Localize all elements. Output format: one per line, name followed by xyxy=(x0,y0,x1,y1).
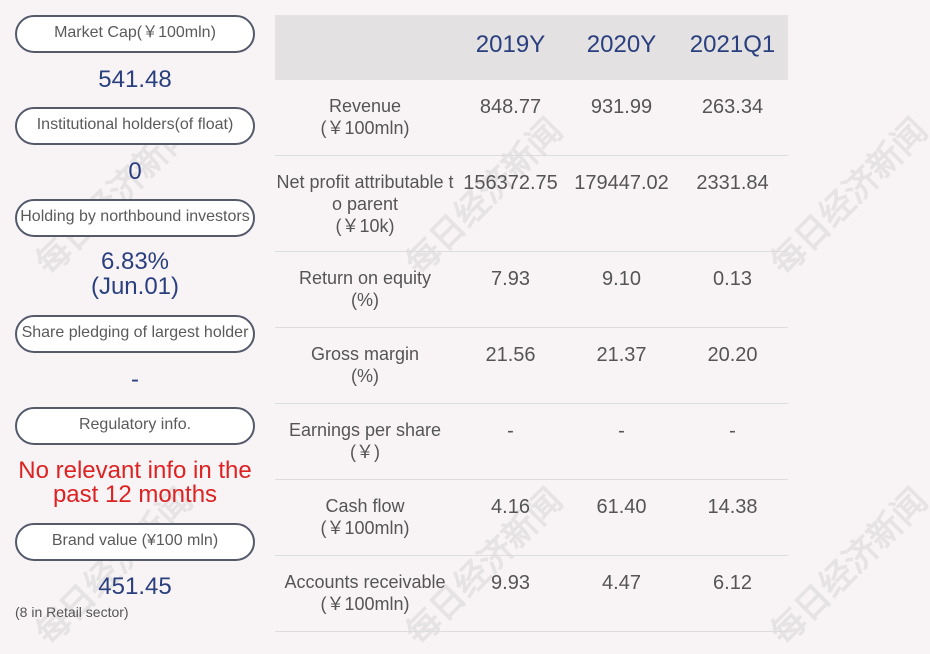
table-cell: 931.99 xyxy=(590,96,653,118)
table-cell: 263.34 xyxy=(701,96,764,118)
table-row-gross-margin: Gross margin (%) 21.56 21.37 20.20 xyxy=(275,328,788,404)
table-cell: 20.20 xyxy=(707,344,758,366)
table-row-cash-flow: Cash flow (￥100mln) 4.16 61.40 14.38 xyxy=(275,480,788,556)
table-cell: 4.47 xyxy=(602,572,641,594)
row-label: Accounts receivable (￥100mln) xyxy=(284,572,446,614)
share-pledging-value: - xyxy=(131,366,139,393)
financials-table: 2019Y 2020Y 2021Q1 Revenue (￥100mln) 848… xyxy=(275,15,788,632)
table-cell: - xyxy=(507,420,514,442)
table-cell: 2331.84 xyxy=(696,172,769,194)
share-pledging-label: Share pledging of largest holder xyxy=(15,315,255,353)
table-cell: 0.13 xyxy=(713,268,752,290)
table-row-roe: Return on equity (%) 7.93 9.10 0.13 xyxy=(275,252,788,328)
table-cell: 6.12 xyxy=(713,572,752,594)
table-cell: 21.56 xyxy=(485,344,536,366)
brand-sector-rank: (8 in Retail sector) xyxy=(15,604,129,620)
northbound-holding-block: 6.83% (Jun.01) xyxy=(15,237,255,315)
table-cell: 61.40 xyxy=(596,496,647,518)
table-header: 2019Y 2020Y 2021Q1 xyxy=(275,15,788,80)
row-label: Cash flow (￥100mln) xyxy=(320,496,410,538)
market-cap-value: 541.48 xyxy=(98,66,172,93)
table-cell: 7.93 xyxy=(491,268,530,290)
row-label: Gross margin (%) xyxy=(310,344,420,386)
brand-value: 451.45 xyxy=(98,573,172,600)
row-label: Earnings per share (￥) xyxy=(288,420,442,462)
column-header-2020: 2020Y xyxy=(586,31,657,58)
table-cell: - xyxy=(729,420,736,442)
table-cell: 9.10 xyxy=(602,268,641,290)
table-row-revenue: Revenue (￥100mln) 848.77 931.99 263.34 xyxy=(275,80,788,156)
table-row-accounts-receivable: Accounts receivable (￥100mln) 9.93 4.47 … xyxy=(275,556,788,632)
table-cell: 21.37 xyxy=(596,344,647,366)
table-cell: 9.93 xyxy=(491,572,530,594)
table-row-net-profit: Net profit attributable t o parent (￥10k… xyxy=(275,156,788,252)
column-header-2021q1: 2021Q1 xyxy=(689,31,776,58)
column-header-2019: 2019Y xyxy=(475,31,546,58)
regulatory-info-line1: No relevant info in the xyxy=(18,457,252,484)
table-cell: 179447.02 xyxy=(574,172,669,194)
regulatory-info-label: Regulatory info. xyxy=(15,407,255,445)
key-stats-panel: Market Cap(￥100mln) 541.48 Institutional… xyxy=(15,15,255,613)
row-label: Net profit attributable t o parent (￥10k… xyxy=(276,172,454,236)
row-label: Return on equity (%) xyxy=(298,268,432,310)
table-cell: - xyxy=(618,420,625,442)
northbound-holding-value: 6.83% xyxy=(100,248,170,275)
table-cell: 848.77 xyxy=(479,96,542,118)
table-cell: 4.16 xyxy=(491,496,530,518)
regulatory-info-block: No relevant info in the past 12 months xyxy=(15,445,255,523)
table-cell: 156372.75 xyxy=(463,172,558,194)
row-label: Revenue (￥100mln) xyxy=(320,96,410,138)
northbound-holding-date: (Jun.01) xyxy=(90,273,180,300)
market-cap-label: Market Cap(￥100mln) xyxy=(15,15,255,53)
institutional-holders-value: 0 xyxy=(128,158,142,185)
table-cell: 14.38 xyxy=(707,496,758,518)
table-row-eps: Earnings per share (￥) - - - xyxy=(275,404,788,480)
institutional-holders-label: Institutional holders(of float) xyxy=(15,107,255,145)
brand-value-label: Brand value (¥100 mln) xyxy=(15,523,255,561)
regulatory-info-line2: past 12 months xyxy=(52,481,218,508)
northbound-holding-label: Holding by northbound investors xyxy=(15,199,255,237)
